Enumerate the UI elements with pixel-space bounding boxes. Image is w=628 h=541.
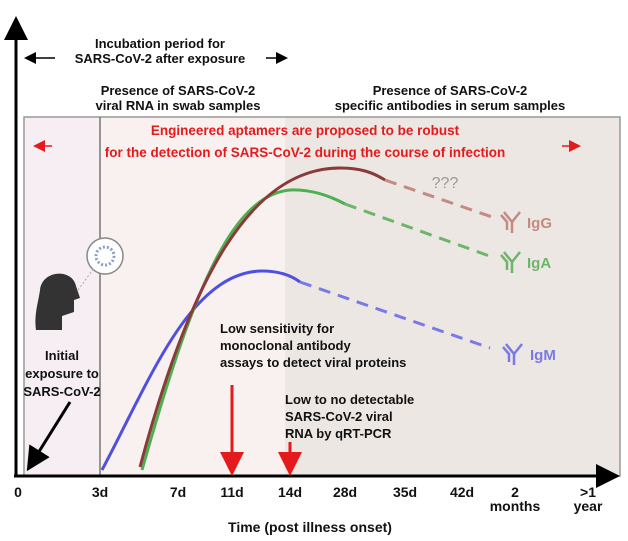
exposure-label: Initial [45,348,79,363]
incubation-label: Incubation period for [95,36,225,51]
rna-label: Presence of SARS-CoV-2 [101,83,256,98]
x-tick-label: 0 [14,484,22,500]
antibody-label: Presence of SARS-CoV-2 [373,83,528,98]
x-tick-label: 35d [393,484,417,500]
x-tick-label: >1 [580,484,596,500]
exposure-label: exposure to [25,366,99,381]
sensitivity-label: assays to detect viral proteins [220,355,406,370]
iga-label: IgA [527,255,551,272]
igm-label: IgM [530,347,556,364]
x-tick-label: year [574,498,603,514]
rna-label: viral RNA in swab samples [96,98,261,113]
rna-low-label: RNA by qRT-PCR [285,426,392,441]
igg-label: IgG [527,215,552,232]
iga-dashed [344,202,496,260]
igm-curve [100,269,301,471]
sensitivity-label: monoclonal antibody [220,338,351,353]
aptamer-label: Engineered aptamers are proposed to be r… [151,123,460,138]
x-tick-label: months [490,498,541,514]
virus-icon [86,237,124,275]
x-tick-label: 42d [450,484,474,500]
antibody-icons [500,211,523,365]
x-tick-label: 14d [278,484,302,500]
iga-curve [140,188,346,471]
virus-core [94,245,116,267]
head-icon [35,273,80,330]
x-tick-label: 28d [333,484,357,500]
x-tick-label: 3d [92,484,108,500]
aptamer-label: for the detection of SARS-CoV-2 during t… [105,145,506,160]
sensitivity-label: Low sensitivity for [220,321,334,336]
spray [77,267,95,291]
igm-dashed [299,280,491,350]
x-tick-label: 7d [170,484,186,500]
unknown-label: ??? [432,175,459,192]
exposure-arrow [26,401,72,472]
x-tick-label: 2 [511,484,519,500]
rna-low-label: Low to no detectable [285,392,414,407]
x-tick-label: 11d [220,484,243,500]
rna-low-label: SARS-CoV-2 viral [285,409,393,424]
x-axis-title: Time (post illness onset) [228,519,392,535]
exposure-label: SARS-CoV-2 [23,384,100,399]
antibody-label: specific antibodies in serum samples [335,98,565,113]
incubation-label: SARS-CoV-2 after exposure [75,51,246,66]
igg-curve [138,166,386,468]
